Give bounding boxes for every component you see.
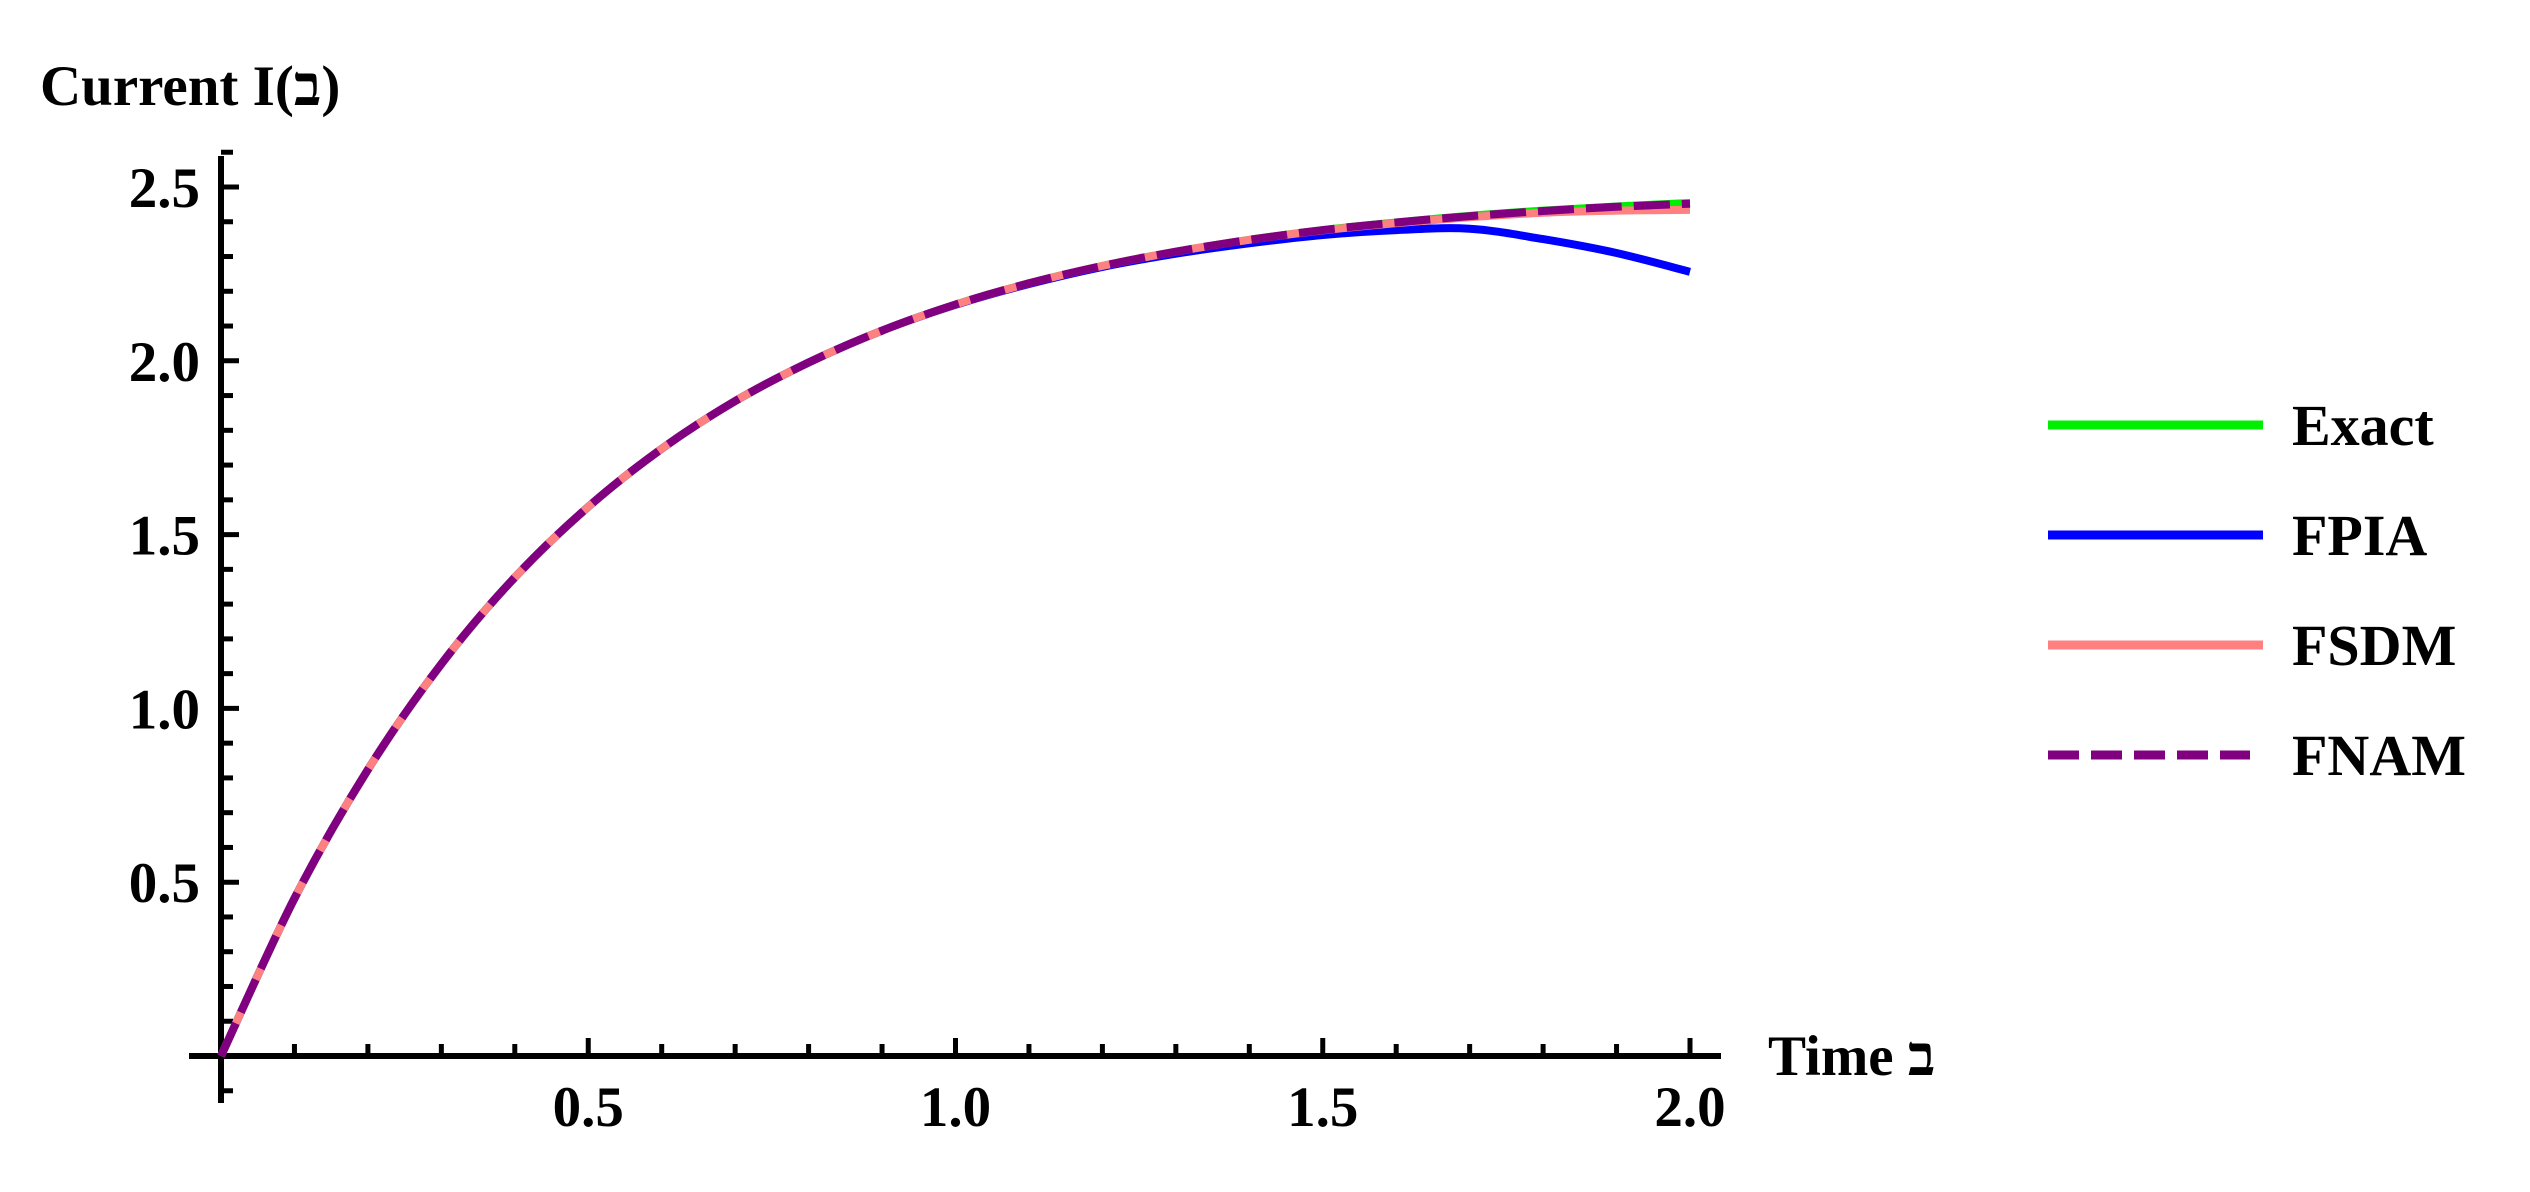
series-line-fpia (217, 224, 1691, 1058)
legend-item-fpia: FPIA (2048, 503, 2427, 568)
legend-label: FSDM (2292, 613, 2456, 678)
x-axis-title: Time ב (1768, 1025, 1935, 1088)
legend: Exact FPIA FSDM FNAM (2048, 393, 2466, 788)
x-tick-label: 0.5 (553, 1076, 624, 1139)
axes: 0.5 1.0 1.5 2.0 2.5 0.5 1.0 1.5 2.0 (129, 149, 1726, 1139)
x-tick-label: 2.0 (1654, 1076, 1725, 1139)
legend-label: Exact (2292, 393, 2434, 458)
y-ticks: 0.5 1.0 1.5 2.0 2.5 (129, 149, 239, 1094)
y-tick-label: 2.5 (129, 157, 200, 220)
legend-label: FPIA (2292, 503, 2427, 568)
legend-item-fsdm: FSDM (2048, 613, 2456, 678)
x-tick-label: 1.5 (1287, 1076, 1358, 1139)
y-tick-label: 2.0 (129, 331, 200, 394)
y-tick-label: 1.5 (129, 505, 200, 568)
series-line-fsdm (217, 205, 1691, 1058)
series-line-fnam (217, 199, 1691, 1058)
y-tick-label: 0.5 (129, 852, 200, 915)
y-axis-title: Current I(ב) (40, 55, 340, 118)
x-tick-label: 1.0 (920, 1076, 991, 1139)
legend-item-exact: Exact (2048, 393, 2434, 458)
x-ticks: 0.5 1.0 1.5 2.0 (291, 1038, 1726, 1139)
legend-item-fnam: FNAM (2048, 723, 2466, 788)
y-tick-label: 1.0 (129, 678, 200, 741)
series-line-exact (217, 199, 1691, 1058)
plot-area (217, 199, 1691, 1058)
legend-label: FNAM (2292, 723, 2466, 788)
